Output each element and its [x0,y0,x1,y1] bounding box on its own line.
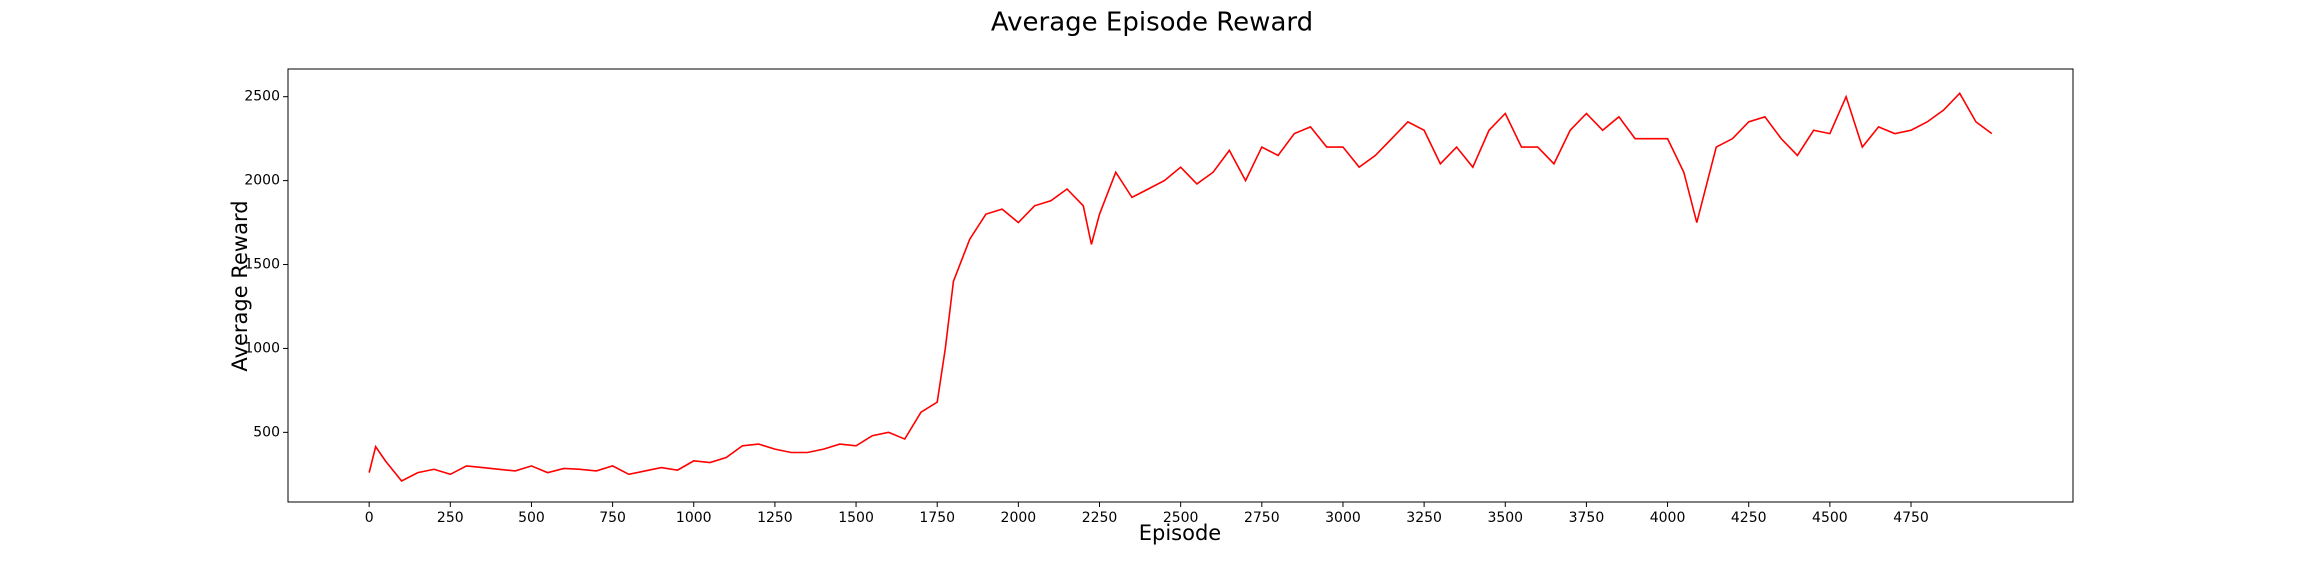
x-tick-label: 500 [518,510,545,526]
x-axis-label: Episode [1139,521,1221,545]
x-tick-label: 3250 [1406,510,1442,526]
y-tick-label: 2500 [244,89,280,105]
y-tick-label: 1000 [244,340,280,356]
x-tick-label: 1750 [919,510,955,526]
data-line [368,92,1993,483]
x-tick-label: 1500 [838,510,874,526]
x-tick-label: 1000 [676,510,712,526]
y-tick-label: 2000 [244,173,280,189]
chart-title: Average Episode Reward [991,8,1313,38]
x-tick-label: 0 [365,510,374,526]
plot-frame [287,68,2074,503]
x-tick-label: 3750 [1569,510,1605,526]
x-tick-label: 2250 [1082,510,1118,526]
x-tick-label: 4000 [1650,510,1686,526]
x-tick-label: 1250 [757,510,793,526]
x-tick-label: 2500 [1163,510,1199,526]
y-tick-label: 1500 [244,257,280,273]
x-tick-label: 2000 [1001,510,1037,526]
x-tick-label: 2750 [1244,510,1280,526]
y-axis-label: Average Reward [228,200,252,371]
x-tick-label: 750 [599,510,626,526]
x-tick-label: 4750 [1893,510,1929,526]
x-tick-label: 250 [437,510,464,526]
y-tick-label: 500 [253,424,280,440]
x-tick-label: 4500 [1812,510,1848,526]
x-tick-label: 3500 [1487,510,1523,526]
x-tick-label: 4250 [1731,510,1767,526]
x-tick-label: 3000 [1325,510,1361,526]
